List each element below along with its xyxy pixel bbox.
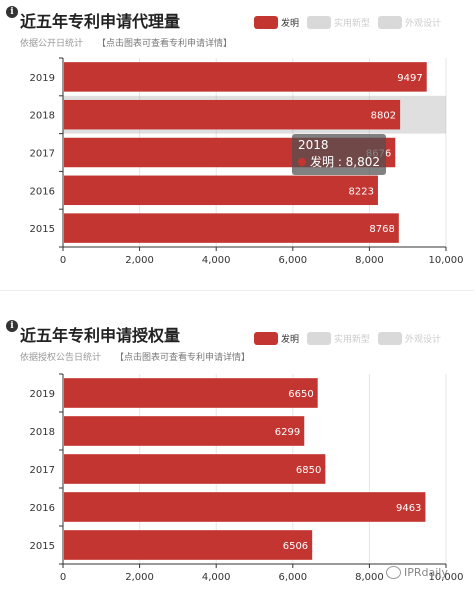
bar	[64, 62, 427, 92]
details-link[interactable]: 【点击图表可查看专利申请详情】	[97, 39, 233, 49]
bar-value-label: 6299	[275, 427, 300, 438]
tooltip-value-row: 发明 : 8,802	[298, 154, 380, 171]
bar-value-label: 6506	[283, 541, 308, 552]
x-tick-label: 10,000	[429, 255, 464, 266]
x-tick-label: 8,000	[355, 255, 384, 266]
x-tick-label: 4,000	[202, 572, 231, 583]
legend-item-design[interactable]: 外观设计	[378, 332, 441, 345]
bar-chart-application[interactable]: 0 2,000 4,000 6,000 8,000 10,000 9497 2019 8802 2…	[0, 0, 474, 290]
bar	[64, 454, 326, 484]
details-link[interactable]: 【点击图表可查看专利申请详情】	[115, 353, 251, 363]
legend-item-invention[interactable]: 发明	[254, 16, 299, 29]
legend-label-invention: 发明	[281, 19, 300, 29]
bar	[64, 175, 378, 206]
x-tick-label: 2,000	[125, 572, 154, 583]
panel-divider	[0, 290, 474, 291]
bar-value-label: 8768	[369, 224, 394, 235]
legend-swatch-design	[378, 332, 403, 345]
x-tick-label: 4,000	[202, 255, 231, 266]
legend-label-design: 外观设计	[405, 19, 442, 29]
bar-value-label: 6850	[296, 465, 321, 476]
y-tick-label: 2015	[30, 224, 55, 235]
x-tick-label: 6,000	[278, 255, 307, 266]
legend-swatch-utility-model	[307, 332, 332, 345]
legend-swatch-invention	[254, 16, 278, 29]
tooltip-series-dot	[298, 158, 306, 166]
x-tick-label: 10,000	[429, 572, 464, 583]
bar	[64, 99, 401, 130]
legend-item-utility-model[interactable]: 实用新型	[307, 332, 370, 345]
bar-value-label: 9463	[396, 503, 421, 514]
bar-value-label: 8223	[348, 186, 373, 197]
y-tick-label: 2017	[30, 465, 55, 476]
tooltip-year: 2018	[298, 138, 329, 152]
legend-label-design: 外观设计	[405, 335, 442, 345]
info-icon[interactable]: i	[6, 320, 18, 332]
watermark: IPRdaily	[386, 566, 448, 579]
y-tick-label: 2015	[30, 541, 55, 552]
subtitle-text: 依据授权公告日统计	[20, 353, 102, 363]
subtitle-text: 依据公开日统计	[20, 39, 84, 49]
legend-label-utility-model: 实用新型	[334, 19, 371, 29]
info-icon[interactable]: i	[6, 6, 18, 18]
bar	[64, 213, 399, 243]
legend-swatch-invention	[254, 332, 278, 345]
x-tick-label: 0	[60, 572, 66, 583]
y-tick-label: 2018	[30, 427, 55, 438]
y-tick-label: 2019	[30, 73, 55, 84]
tooltip-value: 发明 : 8,802	[310, 155, 381, 169]
y-tick-label: 2017	[30, 149, 55, 160]
legend-swatch-utility-model	[307, 16, 332, 29]
y-tick-label: 2016	[30, 503, 55, 514]
y-tick-label: 2016	[30, 186, 55, 197]
bar-value-label: 9497	[397, 73, 422, 84]
legend-item-utility-model[interactable]: 实用新型	[307, 16, 370, 29]
bar-value-label: 8802	[371, 111, 396, 122]
x-tick-label: 8,000	[355, 572, 384, 583]
patent-application-chart-panel: i 近五年专利申请代理量 依据公开日统计 【点击图表可查看专利申请详情】 发明 实…	[0, 0, 474, 290]
bar	[64, 492, 426, 522]
y-tick-label: 2019	[30, 389, 55, 400]
chart-legend: 发明 实用新型 外观设计	[254, 332, 449, 345]
x-tick-label: 2,000	[125, 255, 154, 266]
x-tick-label: 6,000	[278, 572, 307, 583]
legend-swatch-design	[378, 16, 403, 29]
patent-grant-chart-panel: i 近五年专利申请授权量 依据授权公告日统计 【点击图表可查看专利申请详情】 发明…	[0, 310, 474, 600]
bar	[64, 416, 305, 446]
bar-value-label: 6650	[288, 389, 313, 400]
bar-chart-grant[interactable]: 0 2,000 4,000 6,000 8,000 10,000 6650 2019 6299 2…	[0, 310, 474, 600]
chart-legend: 发明 实用新型 外观设计	[254, 16, 449, 29]
chart-subtitle: 依据公开日统计 【点击图表可查看专利申请详情】	[20, 36, 232, 49]
chart-title: 近五年专利申请代理量	[20, 12, 181, 31]
y-tick-label: 2018	[30, 111, 55, 122]
bar	[64, 530, 313, 560]
chart-subtitle: 依据授权公告日统计 【点击图表可查看专利申请详情】	[20, 350, 250, 363]
legend-label-utility-model: 实用新型	[334, 335, 371, 345]
legend-item-invention[interactable]: 发明	[254, 332, 299, 345]
chart-tooltip: 2018 发明 : 8,802	[292, 134, 387, 175]
legend-item-design[interactable]: 外观设计	[378, 16, 441, 29]
watermark-text: IPRdaily	[404, 566, 448, 579]
wechat-icon	[386, 566, 401, 579]
bar	[64, 378, 318, 408]
x-tick-label: 0	[60, 255, 66, 266]
legend-label-invention: 发明	[281, 335, 300, 345]
chart-title: 近五年专利申请授权量	[20, 326, 181, 345]
